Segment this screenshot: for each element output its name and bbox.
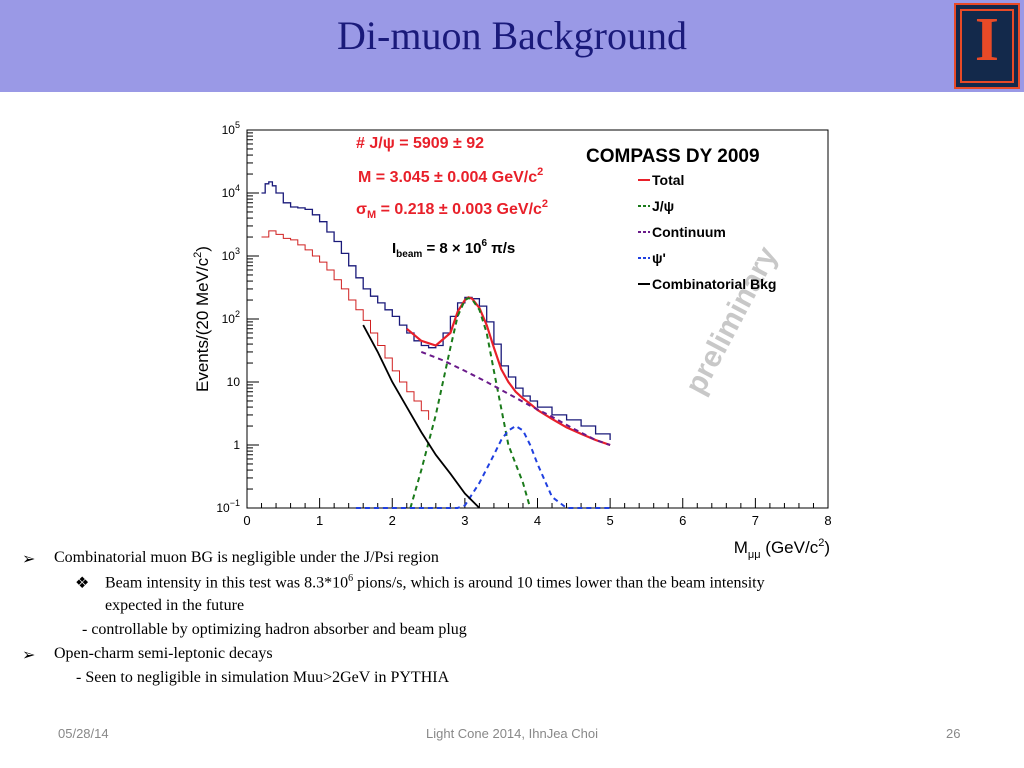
x-axis-label: Mμμ (GeV/c2)	[734, 537, 830, 560]
x-tick-label: 6	[679, 513, 686, 528]
fit-text: M = 3.045	[358, 169, 434, 186]
series-combinatorial-bkg	[362, 324, 481, 509]
x-axis-label-close: )	[824, 538, 830, 557]
plot-frame	[246, 129, 829, 509]
y-tick-exponent: 4	[235, 183, 240, 193]
footer-date: 05/28/14	[58, 726, 109, 741]
x-tick-label: 1	[316, 513, 323, 528]
fit-text: = 5909	[395, 135, 453, 152]
y-tick-base: 10	[222, 249, 236, 263]
fit-text: 0.004 GeV/c	[443, 169, 537, 186]
x-tick-label: 4	[534, 513, 541, 528]
x-tick-label: 5	[607, 513, 614, 528]
y-tick-exponent: −1	[230, 498, 240, 508]
series-total	[406, 296, 611, 447]
beam-text: π/s	[487, 240, 515, 257]
y-tick-label: 105	[222, 120, 240, 137]
x-tick-label: 2	[389, 513, 396, 528]
y-tick-base: 10	[222, 186, 236, 200]
title-bar: Di-muon Background I	[0, 0, 1024, 92]
bullet-arrow-icon: ➢	[22, 647, 36, 664]
y-tick-label: 10−1	[216, 498, 240, 515]
fit-plus-minus: ±	[439, 201, 448, 218]
chart-title: COMPASS DY 2009	[586, 146, 760, 167]
fit-plus-minus: ±	[453, 135, 462, 152]
y-tick-base: 10	[222, 123, 236, 137]
fit-greek: ψ	[383, 135, 395, 152]
legend-label: J/ψ	[652, 198, 674, 214]
fit-result-1: # J/ψ = 5909 ± 92	[356, 135, 484, 152]
beam-sub: beam	[396, 249, 422, 260]
y-axis-label-close: )	[193, 246, 212, 252]
beam-intensity-label: Ibeam = 8 × 106 π/s	[392, 238, 515, 260]
y-tick-base: 10	[227, 375, 241, 389]
series-continuum	[420, 350, 611, 446]
bullet-diamond-icon: ❖	[75, 575, 90, 592]
fit-text: 0.003 GeV/c	[448, 201, 542, 218]
series--	[355, 424, 611, 509]
y-axis-label: Events/(20 MeV/c2)	[192, 246, 212, 392]
fit-sub: M	[367, 209, 376, 221]
legend-label: ψ'	[652, 250, 666, 266]
x-tick-label: 7	[752, 513, 759, 528]
x-tick-label: 0	[243, 513, 250, 528]
slide-title: Di-muon Background	[337, 13, 687, 58]
bullet-5: - Seen to negligible in simulation Muu>2…	[76, 669, 450, 686]
y-tick-label: 102	[222, 309, 240, 326]
legend-label: Total	[652, 172, 684, 188]
x-tick-label: 8	[824, 513, 831, 528]
y-tick-label: 104	[222, 183, 240, 200]
fit-greek: σ	[356, 201, 367, 218]
y-axis-label-main: Events/(20 MeV/c	[193, 257, 212, 392]
y-tick-label: 1	[233, 438, 240, 452]
fit-plus-minus: ±	[434, 169, 443, 186]
beam-sup: 6	[482, 238, 488, 249]
fit-text: # J/	[356, 135, 383, 152]
bullet-2-text-before: Beam intensity in this test was 8.3*10	[105, 574, 349, 592]
y-tick-exponent: 2	[235, 309, 240, 319]
fit-result-2: M = 3.045 ± 0.004 GeV/c2	[358, 166, 543, 186]
y-tick-exponent: 3	[235, 246, 240, 256]
fit-text: = 0.218	[376, 201, 439, 218]
bullet-1-text: Combinatorial muon BG is negligible unde…	[54, 549, 439, 566]
bullet-2-text-after: pions/s, which is around 10 times lower …	[353, 574, 765, 592]
bullet-4-text: Open-charm semi-leptonic decays	[54, 645, 273, 662]
fit-result-3: σM = 0.218 ± 0.003 GeV/c2	[356, 198, 548, 221]
bullet-2-sup: 6	[348, 573, 354, 584]
y-tick-label: 103	[222, 246, 240, 263]
legend-label: Combinatorial Bkg	[652, 276, 776, 292]
bullet-arrow-icon: ➢	[22, 551, 36, 568]
beam-text: = 8 × 10	[422, 240, 481, 257]
footer-page-number: 26	[946, 726, 961, 741]
y-tick-label: 10	[227, 375, 241, 389]
bullet-2-continuation: expected in the future	[105, 597, 245, 614]
fit-text: 92	[462, 135, 484, 152]
series-sideband	[261, 230, 430, 420]
legend-label: Continuum	[652, 224, 726, 240]
fit-sup: 2	[537, 166, 543, 178]
beam-text: I	[392, 240, 396, 257]
y-tick-base: 1	[233, 438, 240, 452]
fit-sup: 2	[542, 198, 548, 210]
university-logo: I	[954, 3, 1020, 89]
x-axis-label-main: M	[734, 538, 748, 557]
y-tick-base: 10	[222, 312, 236, 326]
bullet-2-text: Beam intensity in this test was 8.3*106 …	[105, 573, 765, 592]
x-axis-label-unit-sup: 2	[818, 537, 824, 549]
y-tick-exponent: 5	[235, 120, 240, 130]
y-axis-label-sup: 2	[192, 252, 204, 258]
bullet-3: - controllable by optimizing hadron abso…	[82, 621, 467, 638]
y-tick-base: 10	[216, 501, 230, 515]
footer-center: Light Cone 2014, IhnJea Choi	[425, 726, 598, 741]
x-tick-label: 3	[461, 513, 468, 528]
x-axis-label-unit: (GeV/c	[761, 538, 819, 557]
logo-letter: I	[974, 6, 1000, 74]
series-data	[261, 181, 611, 440]
x-axis-label-sub: μμ	[748, 549, 761, 560]
dimuon-mass-plot: 0 1 2 3 4 5 6 7 8 10−1 1 10 102 103 104 105 Events/(20 M…	[180, 110, 840, 560]
logo-border	[960, 9, 1014, 83]
